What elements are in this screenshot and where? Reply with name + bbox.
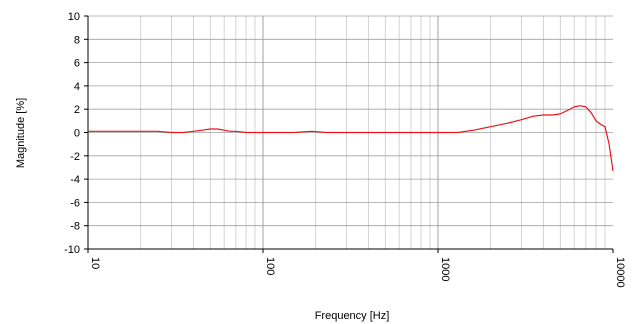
y-tick-label: -4 (70, 174, 80, 186)
y-axis-title: Magnitude [%] (15, 98, 27, 168)
x-axis-title: Frequency [Hz] (315, 310, 390, 322)
series-layer (88, 105, 614, 172)
y-tick-label: 4 (74, 81, 80, 93)
y-tick-label: 2 (74, 104, 80, 116)
x-tick-label: 10000 (614, 257, 626, 288)
series-line-0 (88, 105, 614, 172)
y-tick-label: 8 (74, 34, 80, 46)
tick-labels: 10 8 6 4 2 0 -2 -4 -6 -8 -10 10 100 1000 10000 (64, 11, 626, 288)
x-tick-label: 10 (89, 257, 101, 269)
y-tick-label: -8 (70, 221, 80, 233)
y-tick-label: 6 (74, 58, 80, 70)
x-tick-label: 100 (264, 257, 276, 275)
x-tick-label: 1000 (439, 257, 451, 281)
y-tick-label: -6 (70, 197, 80, 209)
y-tick-label: -2 (70, 151, 80, 163)
axes (84, 15, 614, 253)
y-tick-label: 0 (74, 128, 80, 140)
y-tick-label: 10 (68, 11, 80, 23)
y-tick-label: -10 (64, 244, 80, 256)
